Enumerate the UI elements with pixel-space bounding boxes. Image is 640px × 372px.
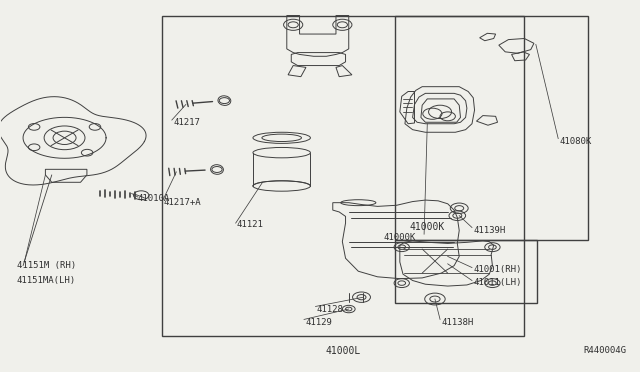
Text: 41000K: 41000K — [384, 232, 416, 242]
Text: 41121: 41121 — [237, 221, 264, 230]
Text: R440004G: R440004G — [584, 346, 627, 355]
Text: 41000L: 41000L — [325, 346, 360, 356]
Text: 41138H: 41138H — [442, 318, 474, 327]
Text: 41080K: 41080K — [559, 137, 592, 146]
Text: 41001(RH): 41001(RH) — [473, 265, 522, 274]
Text: 41139H: 41139H — [473, 226, 506, 235]
Text: 41217: 41217 — [173, 119, 200, 128]
Text: 41151MA(LH): 41151MA(LH) — [17, 276, 76, 285]
Polygon shape — [413, 93, 467, 124]
Text: 41128: 41128 — [317, 305, 344, 314]
Text: 41217+A: 41217+A — [164, 198, 201, 207]
Text: 41129: 41129 — [305, 318, 332, 327]
Text: 41011(LH): 41011(LH) — [473, 278, 522, 287]
Text: 41010A: 41010A — [138, 195, 170, 203]
Text: 41151M (RH): 41151M (RH) — [17, 261, 76, 270]
Text: 41000K: 41000K — [410, 222, 445, 232]
